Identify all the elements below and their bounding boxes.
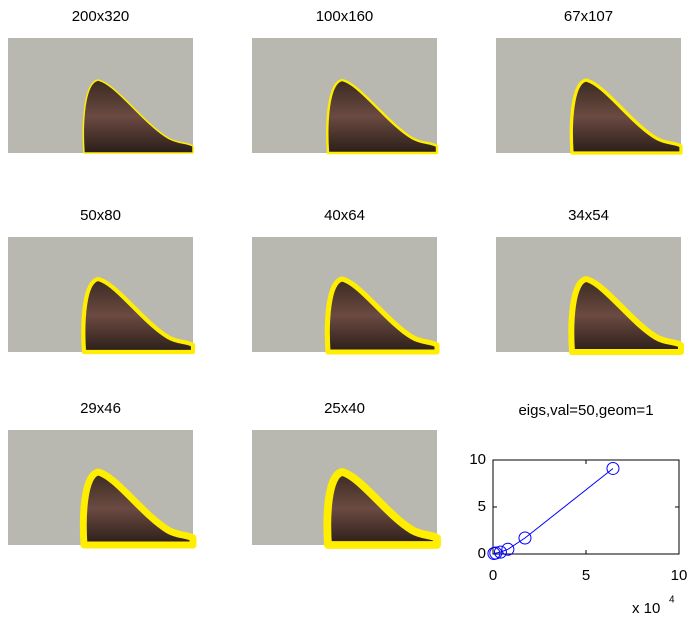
x-tick-label: 0 bbox=[489, 567, 497, 584]
x-tick-label: 5 bbox=[582, 567, 590, 584]
panel-image bbox=[252, 38, 437, 153]
panel-image bbox=[8, 237, 193, 352]
panel-image bbox=[496, 38, 681, 153]
chart-title: eigs,val=50,geom=1 bbox=[518, 402, 653, 419]
x-multiplier-exponent: 4 bbox=[669, 595, 675, 606]
y-tick-label: 0 bbox=[478, 545, 486, 562]
axes-box bbox=[493, 460, 679, 554]
panel-image bbox=[496, 237, 681, 352]
panel-title: 200x320 bbox=[72, 8, 130, 25]
y-tick-label: 5 bbox=[478, 498, 486, 515]
panel-title: 29x46 bbox=[80, 400, 121, 417]
panel-title: 100x160 bbox=[316, 8, 374, 25]
x-multiplier: x 10 bbox=[632, 600, 660, 617]
figure: 200x320 100x160 67x107 50x80 40x64 34x54 29x46… bbox=[0, 0, 691, 624]
panel-image bbox=[252, 237, 437, 352]
panel-image bbox=[8, 38, 193, 153]
panel-title: 40x64 bbox=[324, 207, 365, 224]
panel-title: 50x80 bbox=[80, 207, 121, 224]
x-tick-label: 10 bbox=[671, 567, 688, 584]
panel-image bbox=[252, 430, 437, 545]
panel-title: 34x54 bbox=[568, 207, 609, 224]
panel-title: 67x107 bbox=[564, 8, 613, 25]
panel-image bbox=[8, 430, 193, 545]
y-tick-label: 10 bbox=[469, 451, 486, 468]
panel-title: 25x40 bbox=[324, 400, 365, 417]
